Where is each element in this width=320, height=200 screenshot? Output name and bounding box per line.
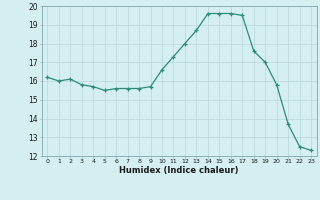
X-axis label: Humidex (Indice chaleur): Humidex (Indice chaleur) [119,166,239,175]
